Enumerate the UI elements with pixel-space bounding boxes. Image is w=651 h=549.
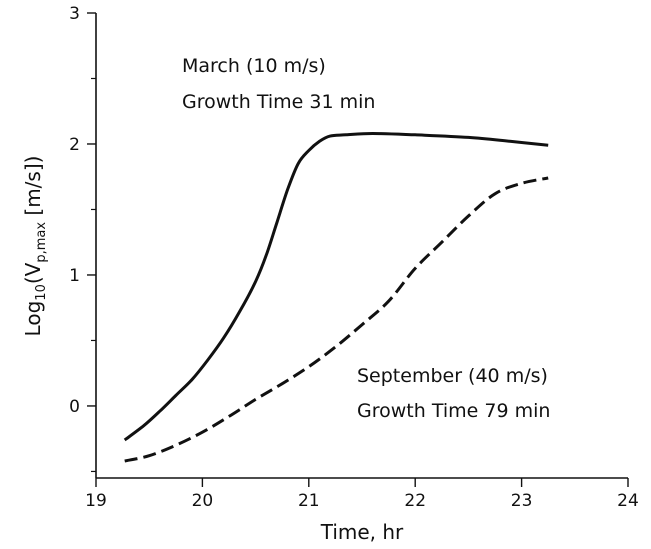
y-tick-label-2: 2 <box>69 135 80 155</box>
y-axis-label-open: (V <box>21 262 45 284</box>
series-line-1 <box>124 176 549 463</box>
y-axis-label-var-sub: p,max <box>34 222 49 263</box>
x-tick-label-3: 22 <box>404 491 426 511</box>
y-axis-label: Log10(Vp,max [m/s]) <box>21 156 49 337</box>
x-tick-label-4: 23 <box>511 491 533 511</box>
y-tick-label-3: 3 <box>69 4 80 24</box>
plot-frame <box>95 13 628 479</box>
x-tick-label-0: 19 <box>85 491 107 511</box>
x-tick-label-5: 24 <box>617 491 639 511</box>
x-axis-label: Time, hr <box>320 520 404 544</box>
series-line-0 <box>123 132 549 442</box>
x-tick-label-1: 20 <box>192 491 214 511</box>
march-annotation-line-2: Growth Time 31 min <box>182 91 375 113</box>
y-tick-label-1: 1 <box>69 266 80 286</box>
x-tick-label-2: 21 <box>298 491 320 511</box>
y-axis-label-prefix: Log <box>21 301 45 337</box>
september-annotation-line-1: September (40 m/s) <box>357 365 548 387</box>
y-tick-label-0: 0 <box>69 397 80 417</box>
y-axis-label-close: [m/s]) <box>21 156 45 222</box>
september-annotation-line-2: Growth Time 79 min <box>357 400 550 422</box>
y-axis-label-prefix-sub: 10 <box>34 284 49 301</box>
march-annotation-line-1: March (10 m/s) <box>182 55 326 77</box>
series-layer <box>123 132 549 463</box>
